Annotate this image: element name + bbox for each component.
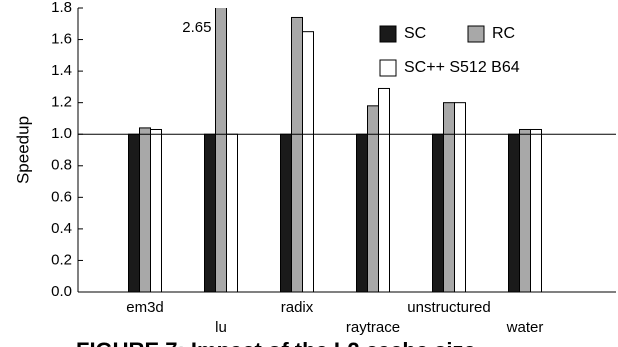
bar (519, 128, 531, 292)
legend-label: RC (492, 25, 515, 42)
y-tick-label: 0.0 (51, 283, 72, 300)
y-tick-label: 0.8 (51, 157, 72, 174)
bar (378, 87, 390, 292)
x-tick-label: lu (215, 319, 227, 336)
bar (226, 133, 238, 292)
bar (280, 133, 292, 292)
x-tick-label: radix (281, 299, 314, 316)
plot-area (128, 8, 542, 292)
y-axis-label: Speedup (13, 116, 32, 184)
y-tick-label: 1.6 (51, 31, 72, 48)
y-tick-label: 1.2 (51, 94, 72, 111)
x-tick-label: water (506, 319, 544, 336)
bar (150, 128, 162, 292)
y-tick-label: 0.2 (51, 251, 72, 268)
legend-swatch (379, 25, 397, 43)
x-tick-label: unstructured (407, 299, 490, 316)
y-tick-label: 1.8 (51, 0, 72, 16)
bar (530, 128, 542, 292)
legend-label: SC (404, 25, 426, 42)
data-label: 2.65 (182, 19, 211, 36)
bar (356, 133, 368, 292)
bar (204, 133, 216, 292)
y-tick-label: 0.6 (51, 188, 72, 205)
y-tick-label: 1.4 (51, 62, 72, 79)
bar (128, 133, 140, 292)
bar (454, 102, 466, 292)
x-tick-label: raytrace (346, 319, 400, 336)
bar (139, 127, 151, 292)
legend-swatch (379, 59, 397, 77)
y-tick-label: 1.0 (51, 125, 72, 142)
x-tick-label: em3d (126, 299, 164, 316)
bar (443, 102, 455, 292)
bar (432, 133, 444, 292)
bar (291, 16, 303, 292)
y-tick-label: 0.4 (51, 220, 72, 237)
bar (215, 8, 227, 292)
legend-swatch (467, 25, 485, 43)
bar (302, 31, 314, 292)
caption: FIGURE 7: Impact of the L2 cache size (76, 338, 476, 347)
bar (508, 133, 520, 292)
legend-label: SC++ S512 B64 (404, 59, 520, 76)
